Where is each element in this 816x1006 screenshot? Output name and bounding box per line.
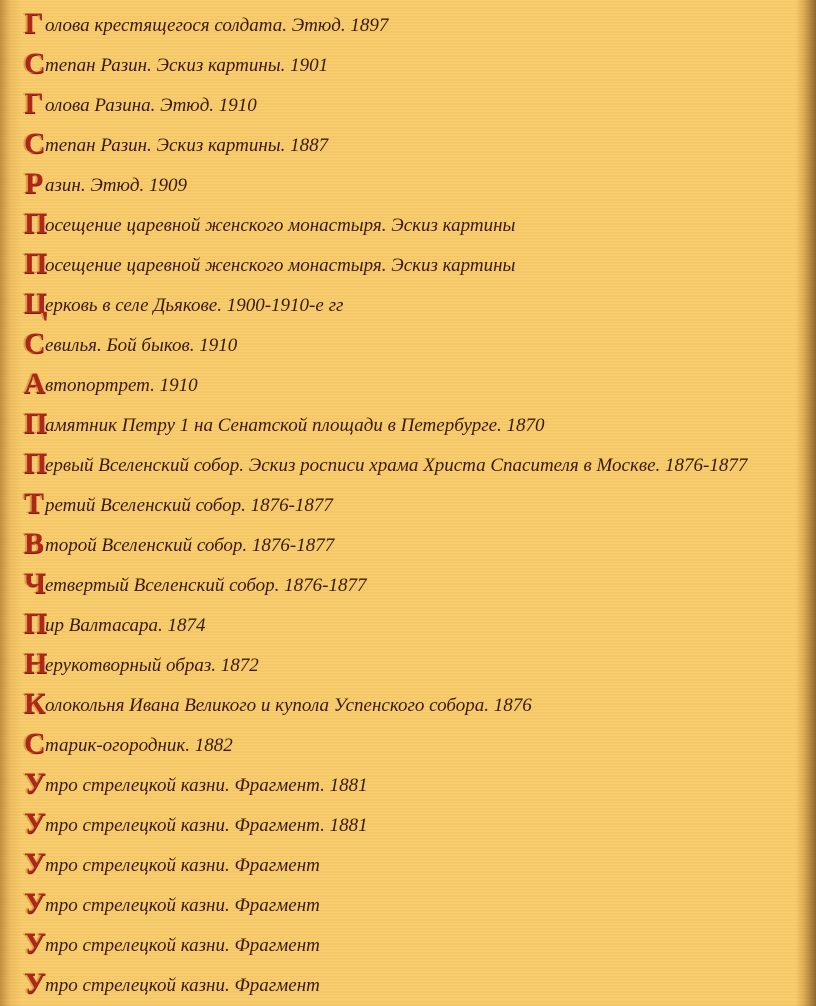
painting-title: тро стрелецкой казни. Фрагмент (45, 975, 320, 996)
painting-title: тро стрелецкой казни. Фрагмент. 1881 (45, 815, 368, 836)
painting-title: тепан Разин. Эскиз картины. 1887 (45, 135, 329, 156)
ornamental-initial: Г (24, 87, 44, 120)
painting-title: евилья. Бой быков. 1910 (45, 335, 238, 356)
ornamental-initial: У (24, 927, 47, 960)
ornamental-initial: П (24, 607, 48, 640)
painting-title: тро стрелецкой казни. Фрагмент. 1881 (45, 775, 368, 796)
painting-title: осещение царевной женского монастыря. Эс… (45, 215, 516, 236)
painting-title: ретий Вселенский собор. 1876-1877 (45, 495, 333, 516)
painting-title: амятник Петру 1 на Сенатской площади в П… (45, 415, 545, 436)
ornamental-initial: С (24, 327, 46, 360)
painting-title: ерукотворный образ. 1872 (45, 655, 259, 676)
ornamental-initial: П (24, 407, 48, 440)
painting-title: торой Вселенский собор. 1876-1877 (45, 535, 335, 556)
painting-title: тро стрелецкой казни. Фрагмент (45, 855, 320, 876)
painting-title: тепан Разин. Эскиз картины. 1901 (45, 55, 329, 76)
painting-title: втопортрет. 1910 (45, 375, 198, 396)
painting-title: ир Валтасара. 1874 (45, 615, 206, 636)
ornamental-initial: У (24, 767, 47, 800)
ornamental-initial: У (24, 887, 47, 920)
painting-title: ервый Вселенский собор. Эскиз росписи хр… (45, 455, 748, 476)
painting-title: етвертый Вселенский собор. 1876-1877 (45, 575, 367, 596)
painting-title: олова Разина. Этюд. 1910 (45, 95, 257, 116)
ornamental-initial: П (24, 207, 48, 240)
ornamental-initial: Ц (24, 287, 48, 320)
ornamental-initial: П (24, 247, 48, 280)
painting-title: тро стрелецкой казни. Фрагмент (45, 935, 320, 956)
ornamental-initial: К (24, 687, 46, 720)
ornamental-initial: С (24, 727, 46, 760)
ornamental-initial: С (24, 47, 46, 80)
ornamental-initial: П (24, 447, 48, 480)
painting-title: тро стрелецкой казни. Фрагмент (45, 895, 320, 916)
painting-title: олова крестящегося солдата. Этюд. 1897 (45, 15, 389, 36)
ornamental-initial: С (24, 127, 46, 160)
painting-title: осещение царевной женского монастыря. Эс… (45, 255, 516, 276)
ornamental-initial: У (24, 807, 47, 840)
painting-title: ерковь в селе Дьякове. 1900-1910-е гг (45, 295, 344, 316)
painting-title: азин. Этюд. 1909 (45, 175, 188, 196)
ornamental-initial: Р (24, 167, 44, 200)
ornamental-initial: А (24, 367, 46, 400)
ornamental-initial: Ч (24, 567, 47, 600)
ornamental-initial: Т (24, 487, 45, 520)
ornamental-initial: В (24, 527, 45, 560)
painting-title: тарик-огородник. 1882 (45, 735, 233, 756)
painting-title: олокольня Ивана Великого и купола Успенс… (45, 695, 532, 716)
ornamental-initial: У (24, 967, 47, 1000)
ornamental-initial: У (24, 847, 47, 880)
ornamental-initial: Н (24, 647, 48, 680)
ornamental-initial: Г (24, 7, 44, 40)
